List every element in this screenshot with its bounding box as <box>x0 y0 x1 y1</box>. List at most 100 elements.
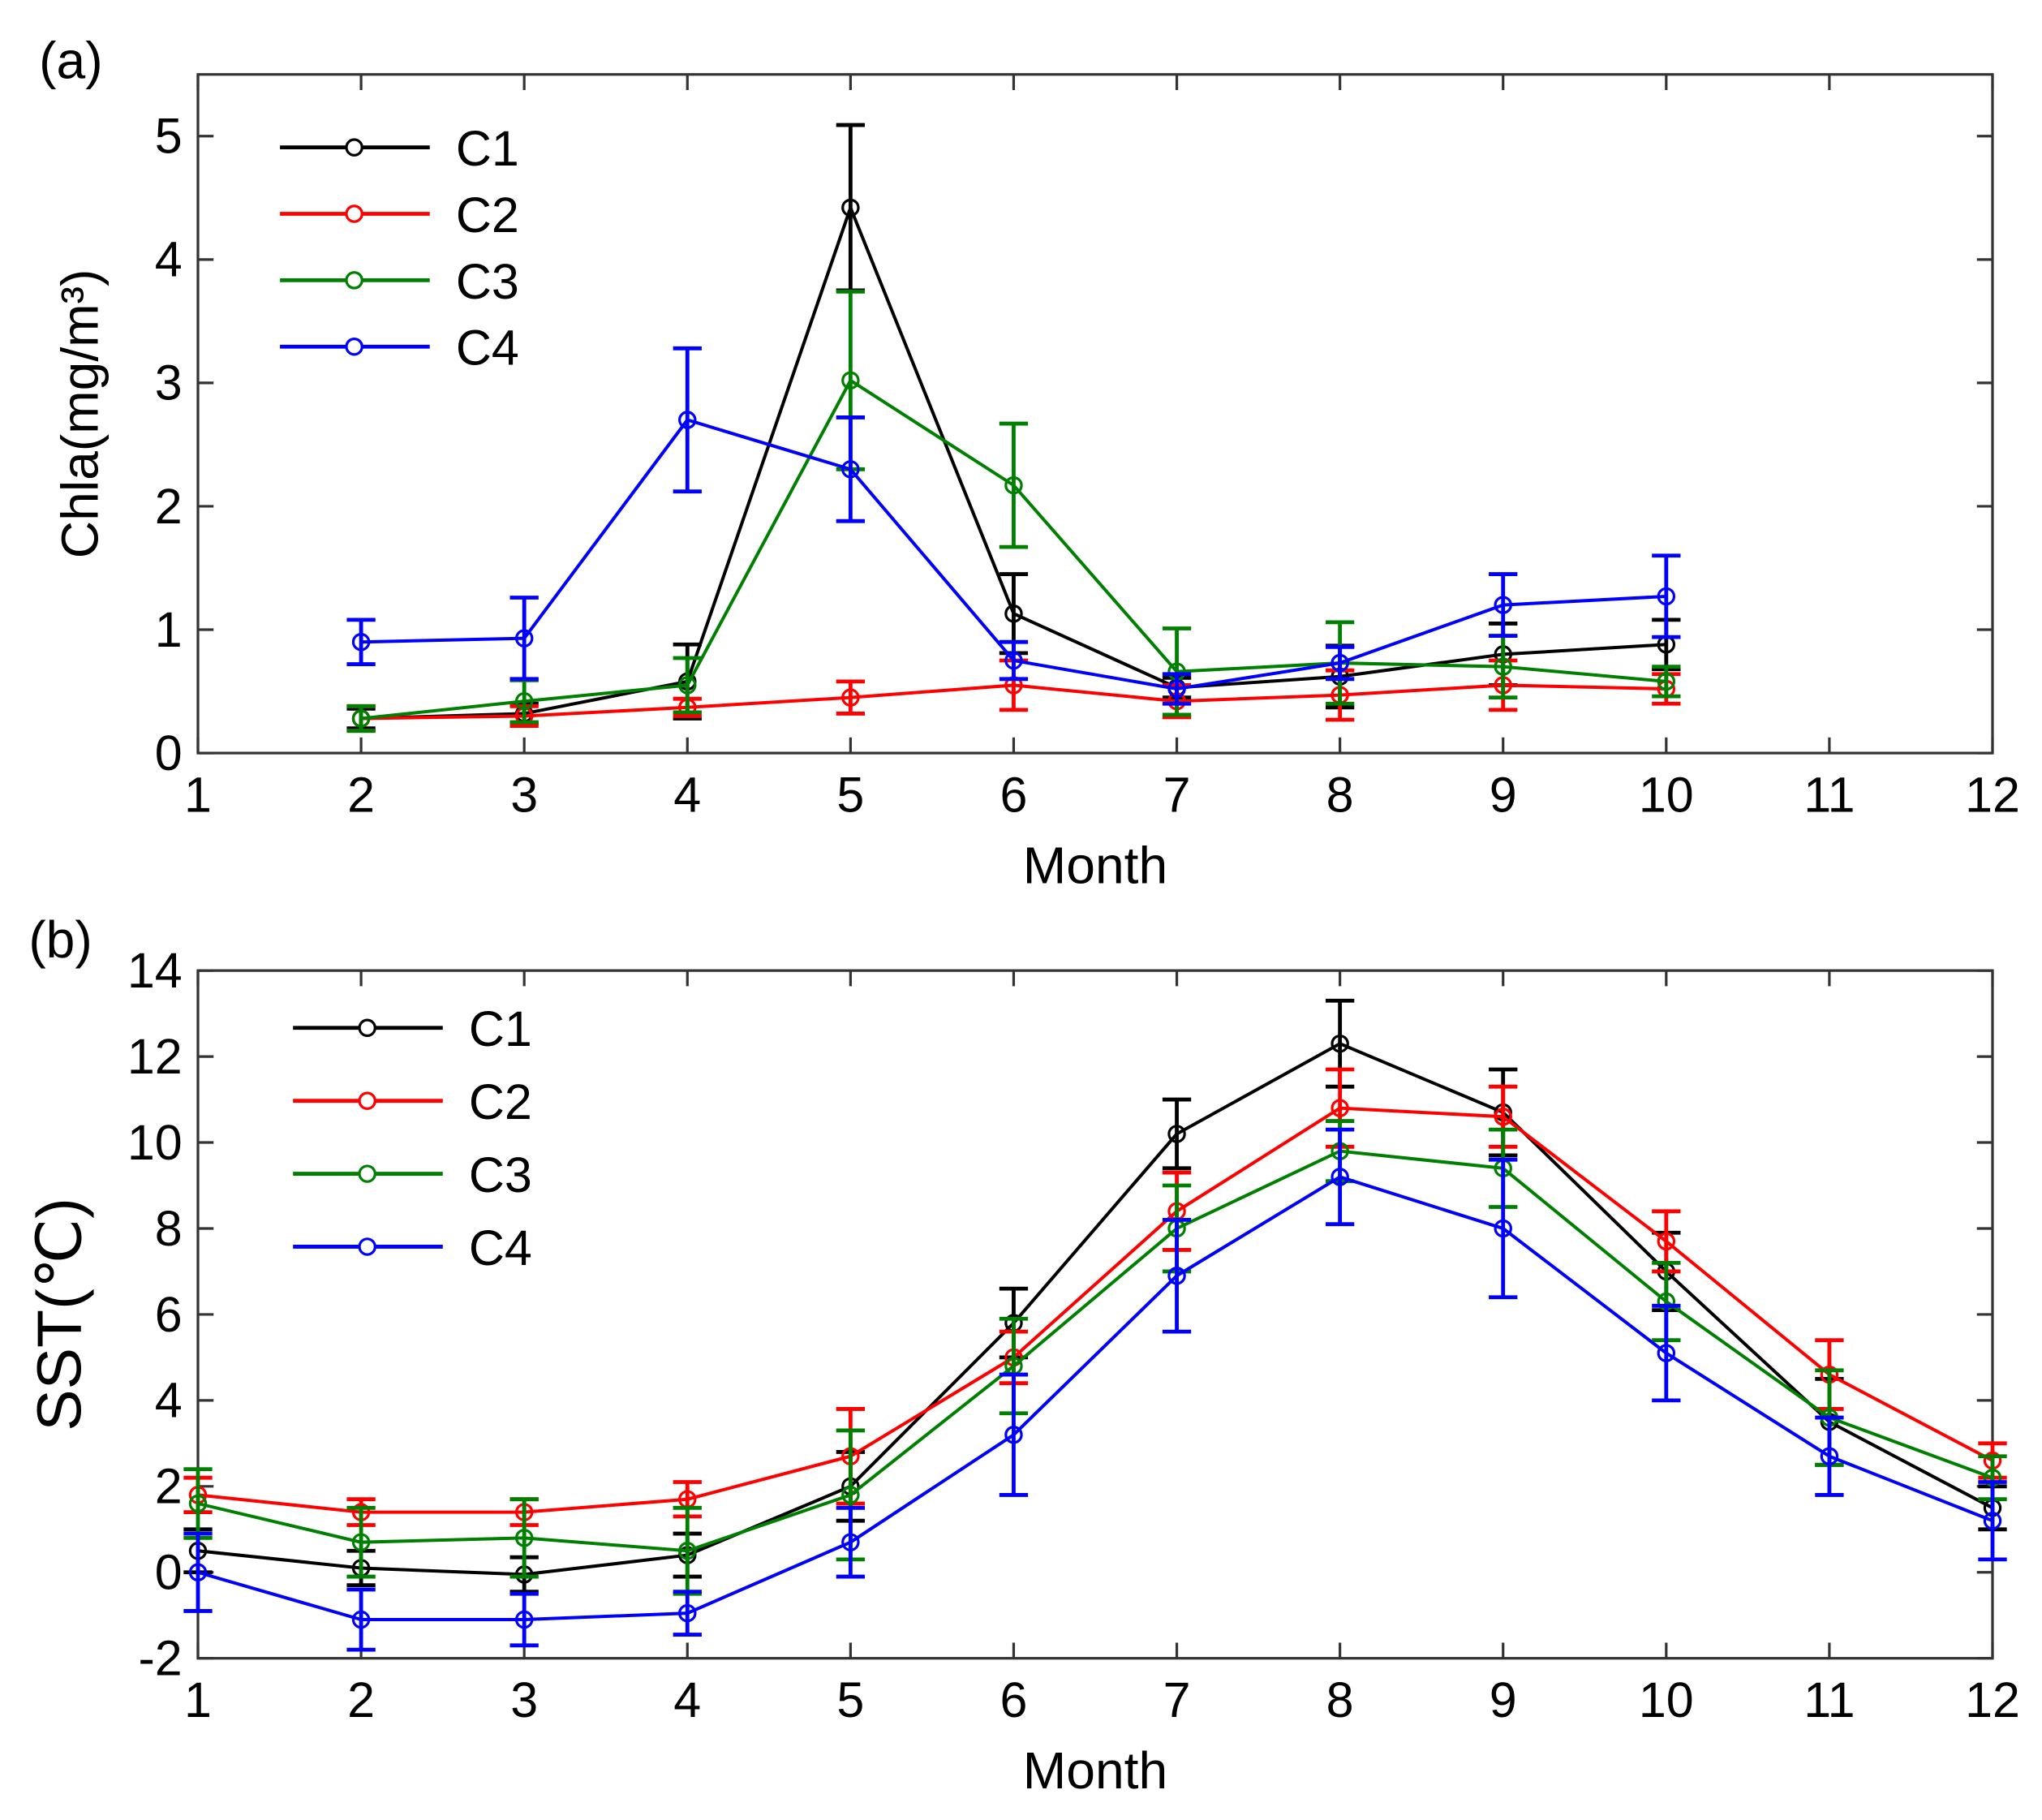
x-tick-label: 11 <box>1803 767 1855 822</box>
y-tick-label: 0 <box>155 725 183 781</box>
x-tick-label: 7 <box>1163 1672 1191 1727</box>
legend-label: C1 <box>469 1001 532 1056</box>
x-axis-label: Month <box>1023 837 1167 895</box>
data-point <box>514 691 534 711</box>
data-point <box>1494 1219 1512 1238</box>
legend-item: C4 <box>293 1220 532 1276</box>
legend-marker <box>358 1237 376 1256</box>
y-tick-label: 1 <box>155 602 183 657</box>
panel-a: (a)1 2 3 4 5 6 7 8 9 10 11 12012345MonthChla(mg/m³)… <box>39 32 2020 895</box>
legend-marker <box>345 271 363 290</box>
plot-frame <box>196 73 1994 755</box>
y-tick-label: 12 <box>127 1029 183 1084</box>
y-tick-label: 3 <box>155 355 183 411</box>
legend-label: C2 <box>456 187 519 243</box>
data-point <box>1167 1125 1186 1143</box>
y-tick-label: 2 <box>155 1459 183 1514</box>
plot-frame <box>196 969 1994 1660</box>
series-line <box>197 1041 1993 1577</box>
series-line <box>360 377 1666 721</box>
data-point <box>1494 657 1512 676</box>
legend-marker <box>345 138 363 157</box>
x-tick-label: 8 <box>1326 767 1354 822</box>
legend-label: C1 <box>456 121 519 176</box>
legend-item: C1 <box>280 121 519 176</box>
x-tick-label: 11 <box>1803 1672 1855 1727</box>
series-line <box>197 1106 1993 1514</box>
data-point <box>351 709 371 728</box>
data-point <box>1167 679 1186 699</box>
data-point <box>1004 651 1023 670</box>
x-axis-label: Month <box>1023 1741 1167 1800</box>
y-tick-label: 6 <box>155 1287 183 1342</box>
data-point <box>678 1603 697 1623</box>
data-point <box>1331 653 1349 673</box>
legend-label: C3 <box>469 1147 532 1203</box>
series-line <box>197 1175 1993 1622</box>
data-point <box>1004 605 1023 623</box>
series-C4 <box>346 346 1681 706</box>
legend-item: C2 <box>280 187 519 243</box>
y-tick-label: 14 <box>127 943 183 998</box>
x-tick-label: 5 <box>836 767 864 822</box>
legend-marker <box>358 1164 376 1183</box>
data-point <box>678 676 697 695</box>
data-point <box>1657 1232 1676 1251</box>
y-tick-label: 0 <box>155 1545 183 1600</box>
data-point <box>841 1533 860 1551</box>
x-tick-label: 8 <box>1326 1672 1354 1727</box>
y-tick-label: 8 <box>155 1201 183 1256</box>
panel-b: (b)1 2 3 4 5 6 7 8 9 10 11 12-202468101214MonthSST(… <box>25 910 2020 1800</box>
data-point <box>1331 1099 1349 1117</box>
data-point <box>678 411 697 429</box>
data-point <box>351 632 371 652</box>
legend-marker <box>345 338 363 356</box>
x-tick-label: 4 <box>673 767 701 822</box>
data-point <box>841 688 860 707</box>
x-tick-label: 12 <box>1965 767 2020 822</box>
series-line <box>361 683 1666 721</box>
legend-marker <box>345 204 363 223</box>
legend-item: C3 <box>293 1147 532 1203</box>
legend-marker <box>358 1018 376 1038</box>
y-tick-label: 10 <box>127 1115 183 1170</box>
y-axis-label: SST(℃) <box>25 1198 95 1431</box>
data-point <box>1657 672 1676 691</box>
x-tick-label: 2 <box>347 767 375 822</box>
data-point <box>1004 475 1023 495</box>
series-C4 <box>183 1127 2007 1652</box>
data-point <box>1657 1344 1676 1362</box>
data-point <box>1494 1108 1512 1126</box>
data-point <box>841 371 860 390</box>
data-point <box>1167 1267 1186 1285</box>
series-line <box>361 203 1666 721</box>
legend-label: C4 <box>456 321 519 376</box>
legend-label: C2 <box>469 1074 532 1129</box>
x-tick-label: 9 <box>1490 767 1517 822</box>
data-point <box>1657 587 1676 606</box>
x-tick-label: 7 <box>1163 767 1191 822</box>
x-tick-label: 1 <box>184 1672 212 1727</box>
y-tick-label: 4 <box>155 1373 183 1428</box>
data-point <box>1820 1447 1839 1465</box>
x-tick-label: 5 <box>836 1672 864 1727</box>
data-point <box>188 1494 208 1513</box>
panel-label: (b) <box>28 910 92 969</box>
legend-label: C3 <box>456 254 519 309</box>
data-point <box>841 198 860 217</box>
y-tick-label: 4 <box>155 232 183 287</box>
y-tick-label: 2 <box>155 479 183 534</box>
data-point <box>351 1610 371 1629</box>
data-point <box>1983 1511 2002 1530</box>
data-point <box>188 1563 208 1581</box>
y-tick-label: -2 <box>138 1631 182 1686</box>
legend-item: C2 <box>293 1074 532 1129</box>
legend-marker <box>358 1091 376 1110</box>
legend-item: C1 <box>293 1001 532 1056</box>
x-tick-label: 2 <box>347 1672 375 1727</box>
data-point <box>514 1529 534 1547</box>
panel-label: (a) <box>39 32 102 90</box>
x-tick-label: 6 <box>1000 767 1027 822</box>
data-point <box>841 460 860 479</box>
